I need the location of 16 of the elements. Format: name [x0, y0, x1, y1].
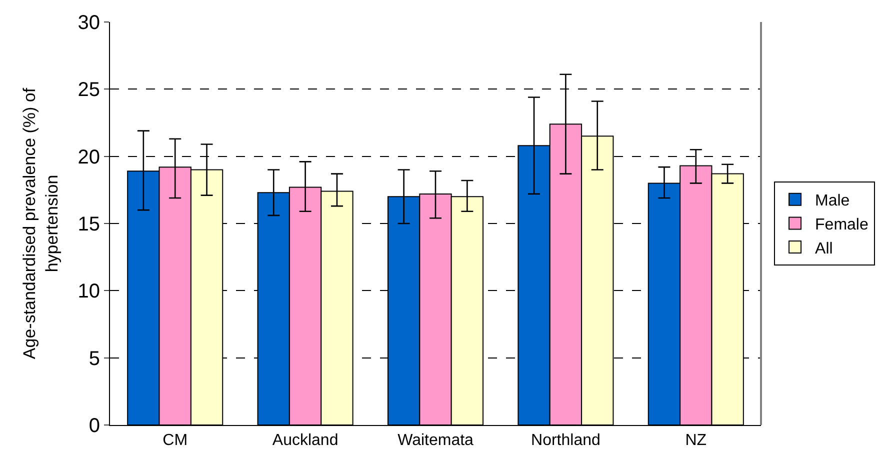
legend-label: Female [815, 216, 868, 234]
y-axis-title: Age-standardised prevalence (%) of hypertension [20, 88, 62, 360]
y-tick-label: 30 [78, 12, 100, 34]
x-tick-label: Auckland [272, 432, 338, 450]
y-tick-label: 15 [78, 214, 100, 236]
x-tick-label: Waitemata [398, 432, 474, 450]
x-tick-label: Northland [531, 432, 600, 450]
x-tick-label: NZ [685, 432, 707, 450]
y-tick-label: 10 [78, 280, 100, 303]
y-tick-label: 25 [78, 79, 100, 102]
x-tick-label: CM [162, 432, 188, 450]
legend-label: Male [815, 192, 850, 210]
y-tick-label: 5 [88, 348, 100, 370]
y-tick-label: 20 [78, 146, 100, 168]
y-tick-label: 0 [88, 415, 100, 437]
legend-label: All [815, 240, 833, 258]
